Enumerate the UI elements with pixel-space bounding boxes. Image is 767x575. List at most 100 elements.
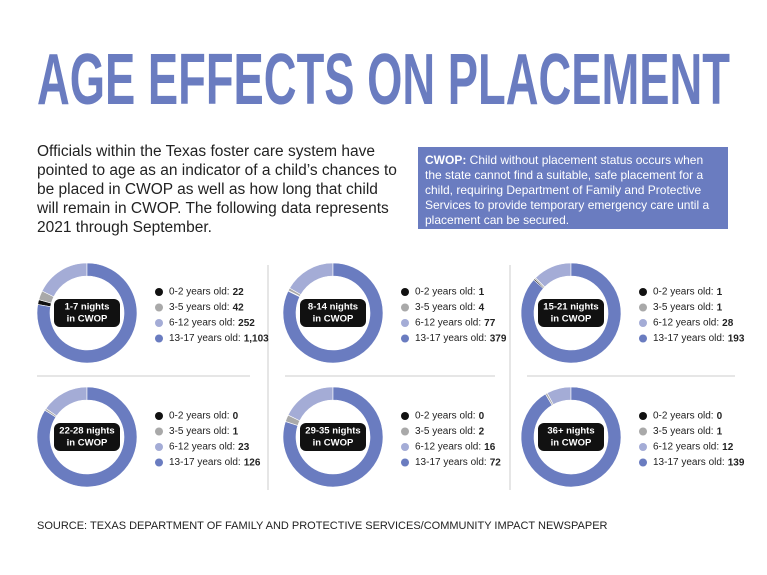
center-label: 1-7 nights — [65, 302, 110, 313]
legend-label: 3-5 years old: 1 — [169, 426, 239, 437]
legend-label: 3-5 years old: 4 — [415, 302, 485, 313]
donut-segment — [41, 262, 88, 298]
legend-value: 0 — [479, 411, 485, 422]
legend-value: 1 — [717, 287, 723, 298]
legend-label: 6-12 years old: 77 — [415, 318, 496, 329]
legend-label: 0-2 years old: 0 — [415, 411, 485, 422]
legend-swatch — [639, 303, 647, 312]
center-label: in CWOP — [67, 314, 108, 325]
legend-value: 72 — [490, 457, 502, 468]
legend-swatch — [639, 412, 647, 420]
legend-value: 379 — [490, 333, 507, 344]
legend-label: 6-12 years old: 28 — [653, 318, 734, 329]
center-label-box — [538, 299, 604, 327]
legend-value: 77 — [484, 318, 496, 329]
legend-swatch — [401, 412, 409, 420]
legend-swatch — [639, 319, 647, 327]
center-label: 22-28 nights — [59, 426, 114, 437]
donut-segment — [535, 262, 572, 288]
legend-swatch — [639, 458, 647, 467]
center-label-box — [300, 299, 366, 327]
legend-value: 0 — [717, 411, 723, 422]
legend-swatch — [155, 303, 163, 312]
legend-swatch — [155, 288, 163, 296]
donut-segment — [520, 386, 622, 488]
center-label: in CWOP — [551, 438, 592, 449]
legend-label: 13-17 years old: 1,103 — [169, 333, 269, 344]
center-label: in CWOP — [67, 438, 108, 449]
legend-label: 0-2 years old: 1 — [415, 287, 485, 298]
legend-value: 12 — [722, 442, 734, 453]
legend-swatch — [155, 458, 163, 467]
donut-segment — [36, 386, 138, 488]
legend-label: 0-2 years old: 1 — [653, 287, 723, 298]
legend-value: 1 — [717, 426, 723, 437]
legend-label: 13-17 years old: 193 — [653, 333, 745, 344]
center-label: 8-14 nights — [308, 302, 358, 313]
legend-swatch — [401, 303, 409, 312]
legend-swatch — [401, 319, 409, 327]
center-label-box — [54, 423, 120, 451]
legend-swatch — [401, 334, 409, 343]
legend-label: 0-2 years old: 0 — [169, 411, 239, 422]
definition-box: CWOP: Child without placement status occ… — [418, 147, 728, 229]
legend-label: 13-17 years old: 139 — [653, 457, 745, 468]
definition-term: CWOP: — [425, 153, 467, 167]
legend-label: 3-5 years old: 1 — [653, 426, 723, 437]
legend-swatch — [401, 443, 409, 451]
source: SOURCE: TEXAS DEPARTMENT OF FAMILY AND P… — [37, 520, 608, 532]
legend-swatch — [639, 443, 647, 451]
donut-segment — [520, 262, 622, 364]
legend-value: 42 — [233, 302, 245, 313]
legend-value: 1 — [479, 287, 485, 298]
legend-value: 23 — [238, 442, 250, 453]
legend-swatch — [155, 334, 163, 343]
intro-text: Officials within the Texas foster care s… — [37, 143, 397, 236]
center-label: 29-35 nights — [305, 426, 360, 437]
legend-value: 16 — [484, 442, 496, 453]
definition-text: Child without placement status occurs wh… — [425, 153, 710, 227]
legend-value: 252 — [238, 318, 255, 329]
center-label: 15-21 nights — [543, 302, 598, 313]
legend-value: 1,103 — [244, 333, 269, 344]
center-label: in CWOP — [313, 438, 354, 449]
donut-segment — [45, 386, 88, 417]
donut-segment — [282, 386, 384, 488]
legend-label: 3-5 years old: 42 — [169, 302, 244, 313]
page-title: AGE EFFECTS ON PLACEMENT — [37, 40, 730, 120]
title-box: AGE EFFECTS ON PLACEMENT — [37, 40, 730, 120]
center-label-box — [54, 299, 120, 327]
center-label: 36+ nights — [547, 426, 594, 437]
legend-value: 1 — [233, 426, 239, 437]
legend-swatch — [155, 427, 163, 436]
legend-swatch — [401, 288, 409, 296]
legend-label: 6-12 years old: 252 — [169, 318, 255, 329]
legend-value: 2 — [479, 426, 485, 437]
legend-label: 3-5 years old: 1 — [653, 302, 723, 313]
legend-label: 3-5 years old: 2 — [415, 426, 485, 437]
legend-swatch — [155, 319, 163, 327]
legend-value: 193 — [728, 333, 745, 344]
legend-label: 6-12 years old: 16 — [415, 442, 496, 453]
legend-swatch — [155, 443, 163, 451]
legend-swatch — [639, 334, 647, 343]
legend-value: 139 — [728, 457, 745, 468]
legend-label: 13-17 years old: 379 — [415, 333, 507, 344]
legend-swatch — [401, 427, 409, 436]
legend-swatch — [401, 458, 409, 467]
donut-segment — [289, 262, 334, 295]
legend-label: 0-2 years old: 22 — [169, 287, 244, 298]
legend-value: 1 — [717, 302, 723, 313]
donut-segment — [282, 262, 384, 364]
legend-value: 0 — [233, 411, 239, 422]
center-label-box — [538, 423, 604, 451]
legend-value: 126 — [244, 457, 261, 468]
legend-swatch — [639, 288, 647, 296]
donut-segment — [287, 386, 334, 422]
center-label: in CWOP — [551, 314, 592, 325]
legend-value: 4 — [479, 302, 485, 313]
legend-label: 6-12 years old: 23 — [169, 442, 250, 453]
legend-label: 6-12 years old: 12 — [653, 442, 734, 453]
legend-label: 0-2 years old: 0 — [653, 411, 723, 422]
